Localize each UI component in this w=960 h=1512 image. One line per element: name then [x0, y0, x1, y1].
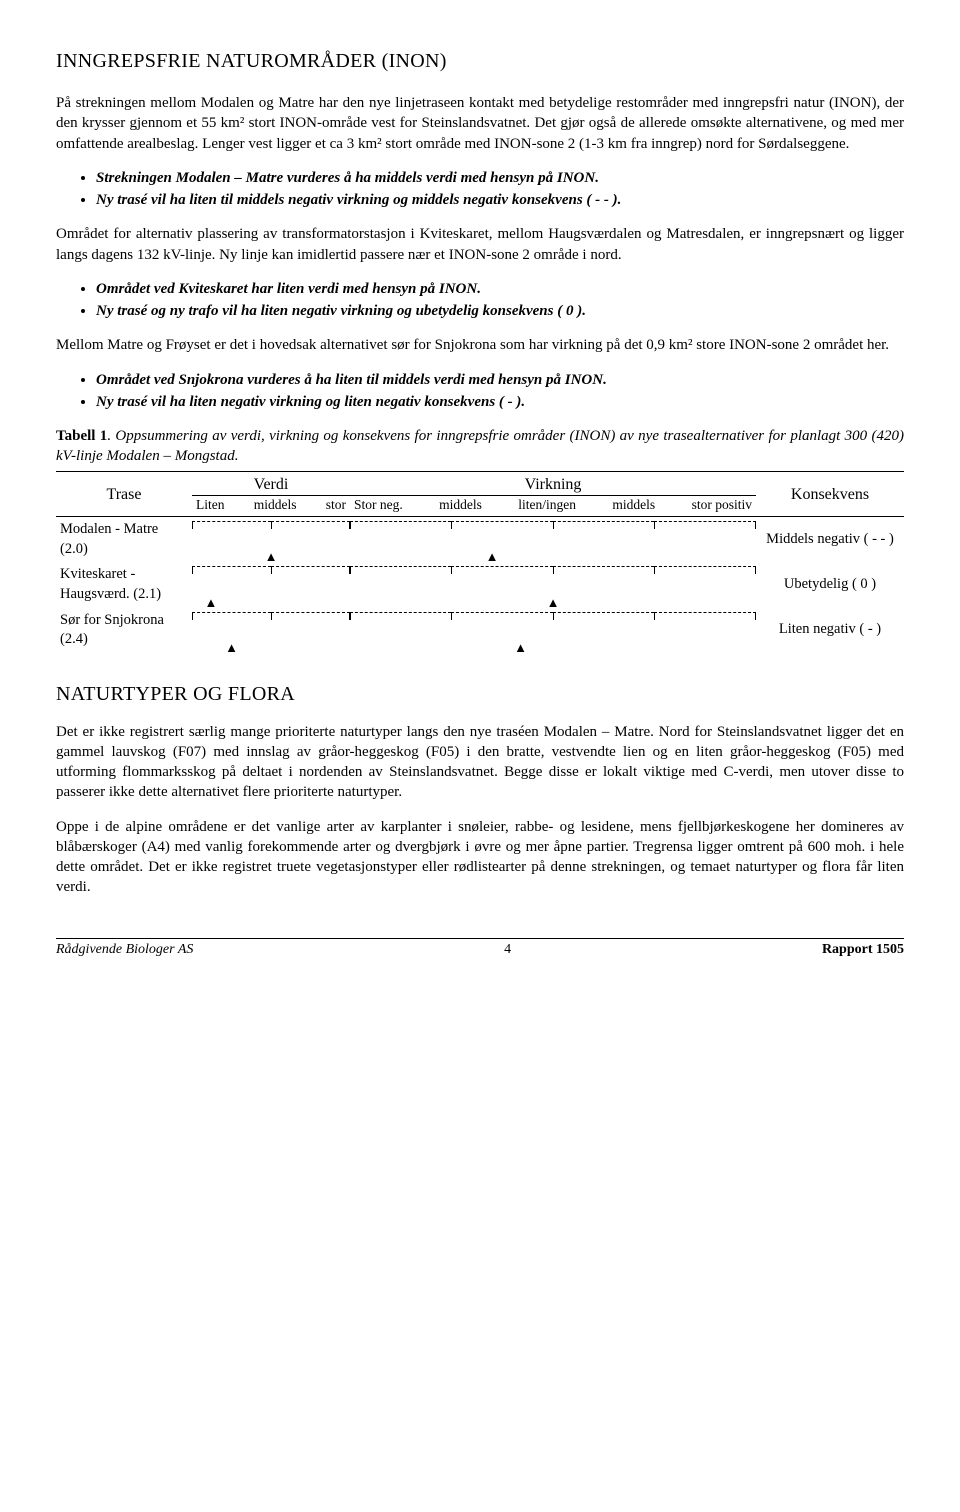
footer-left: Rådgivende Biologer AS — [56, 941, 193, 960]
list-item: Ny trasé og ny trafo vil ha liten negati… — [96, 301, 904, 321]
marker-icon: ▲ — [225, 641, 238, 654]
bullet-list-1: Strekningen Modalen – Matre vurderes å h… — [56, 168, 904, 211]
list-item: Ny trasé vil ha liten til middels negati… — [96, 190, 904, 210]
verdi-scale: ▲ — [192, 562, 350, 607]
table-row-label: Kviteskaret - Haugsværd. (2.1) — [56, 562, 192, 607]
sub-label: Liten — [196, 496, 225, 514]
sub-label: Stor neg. — [354, 496, 403, 514]
table-row-label: Modalen - Matre (2.0) — [56, 517, 192, 563]
sub-label: liten/ingen — [518, 496, 576, 514]
table-row-label: Sør for Snjokrona (2.4) — [56, 608, 192, 653]
marker-icon: ▲ — [514, 641, 527, 654]
col-trase: Trase — [56, 471, 192, 517]
col-virkning: Virkning — [350, 471, 756, 496]
virkning-scale: ▲ — [350, 608, 756, 653]
summary-table: Trase Verdi Virkning Konsekvens Liten mi… — [56, 471, 904, 653]
konsekvens-result: Middels negativ ( - - ) — [756, 517, 904, 563]
sub-label: middels — [254, 496, 297, 514]
paragraph-4: Det er ikke registrert særlig mange prio… — [56, 722, 904, 803]
table-caption-bold: Tabell 1 — [56, 428, 107, 444]
footer-page-number: 4 — [504, 941, 511, 960]
konsekvens-result: Ubetydelig ( 0 ) — [756, 562, 904, 607]
col-verdi: Verdi — [192, 471, 350, 496]
table-caption-rest: . Oppsummering av verdi, virkning og kon… — [56, 428, 904, 464]
sub-label: stor positiv — [692, 496, 752, 514]
list-item: Området ved Kviteskaret har liten verdi … — [96, 279, 904, 299]
list-item: Området ved Snjokrona vurderes å ha lite… — [96, 370, 904, 390]
list-item: Ny trasé vil ha liten negativ virkning o… — [96, 392, 904, 412]
heading-inon: INNGREPSFRIE NATUROMRÅDER (INON) — [56, 48, 904, 75]
sub-verdi: Liten middels stor — [192, 496, 350, 517]
page-footer: Rådgivende Biologer AS 4 Rapport 1505 — [56, 938, 904, 960]
sub-label: middels — [439, 496, 482, 514]
sub-virkning: Stor neg. middels liten/ingen middels st… — [350, 496, 756, 517]
heading-flora: NATURTYPER OG FLORA — [56, 681, 904, 708]
list-item: Strekningen Modalen – Matre vurderes å h… — [96, 168, 904, 188]
paragraph-1: På strekningen mellom Modalen og Matre h… — [56, 93, 904, 154]
bullet-list-2: Området ved Kviteskaret har liten verdi … — [56, 279, 904, 322]
sub-label: stor — [326, 496, 346, 514]
paragraph-3: Mellom Matre og Frøyset er det i hovedsa… — [56, 335, 904, 355]
table-caption: Tabell 1. Oppsummering av verdi, virknin… — [56, 426, 904, 467]
virkning-scale: ▲ — [350, 562, 756, 607]
col-konsekvens: Konsekvens — [756, 471, 904, 517]
virkning-scale: ▲ — [350, 517, 756, 563]
verdi-scale: ▲ — [192, 608, 350, 653]
paragraph-2: Området for alternativ plassering av tra… — [56, 224, 904, 265]
sub-label: middels — [612, 496, 655, 514]
konsekvens-result: Liten negativ ( - ) — [756, 608, 904, 653]
bullet-list-3: Området ved Snjokrona vurderes å ha lite… — [56, 370, 904, 413]
footer-right: Rapport 1505 — [822, 941, 904, 960]
verdi-scale: ▲ — [192, 517, 350, 563]
paragraph-5: Oppe i de alpine områdene er det vanlige… — [56, 817, 904, 898]
